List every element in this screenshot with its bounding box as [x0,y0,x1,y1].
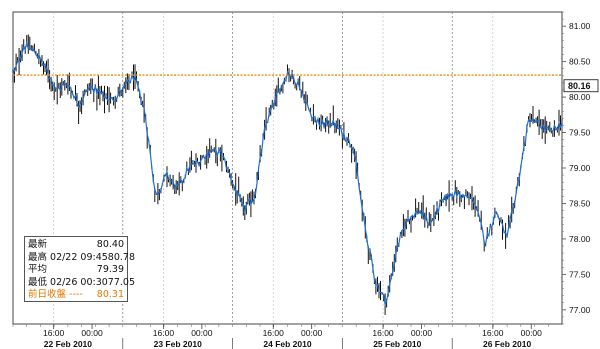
y-tick-label: 78.50 [569,198,591,208]
y-tick-label: 77.00 [569,305,591,315]
stats-row-latest: 最新 80.40 [28,239,124,252]
day-label: 24 Feb 2010 [263,339,311,349]
y-tick-label: 77.50 [569,269,591,279]
x-tick-label: 00:00 [521,328,543,338]
day-label: 23 Feb 2010 [154,339,202,349]
x-tick-label: 00:00 [191,328,213,338]
stats-value: 80.78 [107,251,135,263]
x-tick-label: 00:00 [301,328,323,338]
x-tick-label: 16:00 [43,328,65,338]
last-value-box [563,79,599,93]
stats-value: 77.05 [107,276,135,288]
y-tick-label: 79.00 [569,163,591,173]
stats-label: 前日收盤 ---- [28,289,83,300]
stats-row-low: 最低 02/26 00:30 77.05 [28,276,135,290]
x-tick-label: 00:00 [411,328,433,338]
stats-value: 80.40 [96,239,124,250]
stats-label: 平均 [28,264,48,275]
stats-row-prev-close: 前日收盤 ---- 80.31 [28,289,124,302]
y-tick-label: 78.00 [569,234,591,244]
stats-value: 79.39 [96,264,124,275]
y-tick-label: 81.00 [569,21,591,31]
stats-box: 最新 80.40 最高 02/22 09:45 80.78 平均 79.39 最… [24,236,135,302]
x-tick-label: 16:00 [372,328,394,338]
y-tick-label: 80.50 [569,57,591,67]
x-tick-label: 16:00 [153,328,175,338]
x-tick-label: 00:00 [81,328,103,338]
stats-label: 最高 02/22 09:45 [28,251,108,263]
day-label: 26 Feb 2010 [483,339,531,349]
stats-label: 最低 02/26 00:30 [28,276,108,288]
day-label: 25 Feb 2010 [373,339,421,349]
y-axis: 81.00 80.50 80.00 79.50 79.00 78.50 78.00 77.50… [562,11,591,325]
stats-value: 80.31 [96,289,124,300]
y-tick-label: 79.50 [569,128,591,138]
x-tick-label: 16:00 [482,328,504,338]
stats-row-average: 平均 79.39 [28,264,124,277]
x-tick-label: 16:00 [263,328,285,338]
price-line [12,41,563,307]
stats-label: 最新 [28,239,48,250]
stats-row-high: 最高 02/22 09:45 80.78 [28,251,135,265]
last-value-label: 80.16 [568,81,591,91]
y-tick-label: 80.00 [569,92,591,102]
day-label: 22 Feb 2010 [44,339,92,349]
x-axis: 16:00 00:00 16:00 00:00 16:00 00:00 16:00 00:00… [12,324,549,349]
last-value-marker: 80.16 [563,79,599,93]
